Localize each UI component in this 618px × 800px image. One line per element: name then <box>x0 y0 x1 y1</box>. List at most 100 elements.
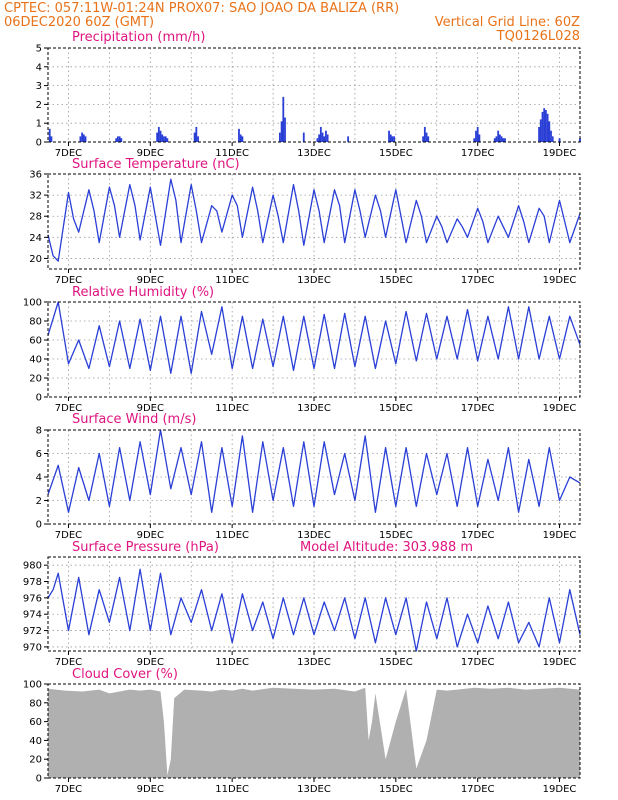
precip-bar <box>280 121 283 142</box>
precip-bar <box>538 126 540 142</box>
wind-ytick-label: 2 <box>36 496 42 507</box>
pres-xtick-label: 9DEC <box>137 657 164 668</box>
precip-bar <box>318 134 321 142</box>
precip-xtick-label: 9DEC <box>137 148 164 159</box>
precip-bar <box>82 134 85 142</box>
header-station: CPTEC: 057:11W-01:24N PROX07: SAO JOAO D… <box>4 1 399 16</box>
pres-ytick-label: 970 <box>23 642 42 653</box>
cloud-xtick-label: 19DEC <box>543 784 577 795</box>
precip-bar <box>239 134 242 142</box>
precip-bar <box>164 136 167 142</box>
pres-xtick-label: 15DEC <box>379 657 413 668</box>
precip-bar <box>422 136 425 142</box>
precip-bar <box>81 132 84 142</box>
rh-ytick-label: 0 <box>36 393 42 404</box>
precip-bar <box>551 136 554 142</box>
pres-xtick-label: 17DEC <box>461 657 495 668</box>
header-run-date: 06DEC2020 60Z (GMT) <box>4 15 154 30</box>
precip-bar <box>558 138 561 142</box>
precip-bar <box>117 136 119 142</box>
precip-bar <box>391 136 394 142</box>
precip-bar <box>115 138 118 142</box>
precip-bar <box>544 110 547 142</box>
precip-bar <box>166 138 169 142</box>
precip-bar <box>197 136 199 142</box>
wind-xtick-label: 7DEC <box>55 530 82 541</box>
precip-bar <box>495 136 498 142</box>
precip-ytick-label: 5 <box>36 44 42 55</box>
precip-bar <box>548 121 551 142</box>
rh-ytick-label: 100 <box>23 298 42 309</box>
precip-bar <box>50 136 53 142</box>
precip-bar <box>493 138 496 142</box>
precip-bar <box>546 113 549 142</box>
precip-bar <box>478 134 481 142</box>
rh-xtick-label: 13DEC <box>297 403 331 414</box>
precip-bar <box>475 130 477 142</box>
precip-bar <box>284 117 286 142</box>
cloud-xtick-label: 15DEC <box>379 784 413 795</box>
cloud-xtick-label: 17DEC <box>461 784 495 795</box>
precip-bar <box>497 130 500 142</box>
rh-xtick-label: 9DEC <box>137 403 164 414</box>
wind-ytick-label: 0 <box>36 520 42 531</box>
wind-xtick-label: 11DEC <box>215 530 249 541</box>
temp-ytick-label: 24 <box>29 233 42 244</box>
precip-bar <box>79 136 82 142</box>
rh-xtick-label: 17DEC <box>461 403 495 414</box>
cloud-xtick-label: 11DEC <box>215 784 249 795</box>
precip-bar <box>323 136 326 142</box>
precip-xtick-label: 17DEC <box>461 148 495 159</box>
cloud-ytick-label: 100 <box>23 680 42 691</box>
precip-bar <box>163 136 165 142</box>
precip-bar <box>393 136 396 142</box>
precip-bar <box>195 126 198 142</box>
precip-bar <box>193 132 196 142</box>
temp-ytick-label: 32 <box>29 191 42 202</box>
cloud-xtick-label: 9DEC <box>137 784 164 795</box>
precip-ytick-label: 1 <box>36 119 42 130</box>
precip-bar <box>539 119 542 142</box>
wind-xtick-label: 9DEC <box>137 530 164 541</box>
precip-bar <box>84 136 87 142</box>
pres-xtick-label: 7DEC <box>55 657 82 668</box>
rh-xtick-label: 7DEC <box>55 403 82 414</box>
precip-bar <box>425 132 428 142</box>
rh-series-line <box>47 301 581 374</box>
rh-title: Relative Humidity (%) <box>72 285 214 300</box>
cloud-ytick-label: 0 <box>36 774 42 785</box>
pres-ytick-label: 974 <box>23 610 42 621</box>
precip-bar <box>161 134 164 142</box>
temp-ytick-label: 28 <box>29 212 42 223</box>
wind-title: Surface Wind (m/s) <box>72 412 196 427</box>
precip-ytick-label: 4 <box>36 62 42 73</box>
precip-bar <box>541 111 544 142</box>
temp-xtick-label: 13DEC <box>297 275 331 286</box>
cloud-ytick-label: 60 <box>29 717 42 728</box>
temp-xtick-label: 15DEC <box>379 275 413 286</box>
wind-ytick-label: 4 <box>36 473 42 484</box>
rh-ytick-label: 80 <box>29 317 42 328</box>
cloud-area <box>48 687 580 778</box>
precip-bar <box>238 128 240 142</box>
precip-bar <box>550 130 552 142</box>
pres-xtick-label: 13DEC <box>297 657 331 668</box>
temp-xtick-label: 7DEC <box>55 275 82 286</box>
precip-bar <box>302 132 305 142</box>
temp-ytick-label: 20 <box>29 254 42 265</box>
cloud-ytick-label: 40 <box>29 736 42 747</box>
precip-bar <box>473 138 476 142</box>
rh-ytick-label: 40 <box>29 355 42 366</box>
precip-bar <box>120 138 123 142</box>
wind-xtick-label: 19DEC <box>543 530 577 541</box>
temp-title: Surface Temperature (nC) <box>72 157 240 172</box>
pres-xtick-label: 19DEC <box>543 657 577 668</box>
precip-bar <box>48 128 51 142</box>
precip-xtick-label: 13DEC <box>297 148 331 159</box>
pres-ytick-label: 976 <box>23 593 42 604</box>
wind-ytick-label: 8 <box>36 426 42 437</box>
pres-ytick-label: 972 <box>23 626 42 637</box>
precip-bar <box>159 130 162 142</box>
wind-series-line <box>47 429 581 513</box>
precip-xtick-label: 11DEC <box>215 148 249 159</box>
